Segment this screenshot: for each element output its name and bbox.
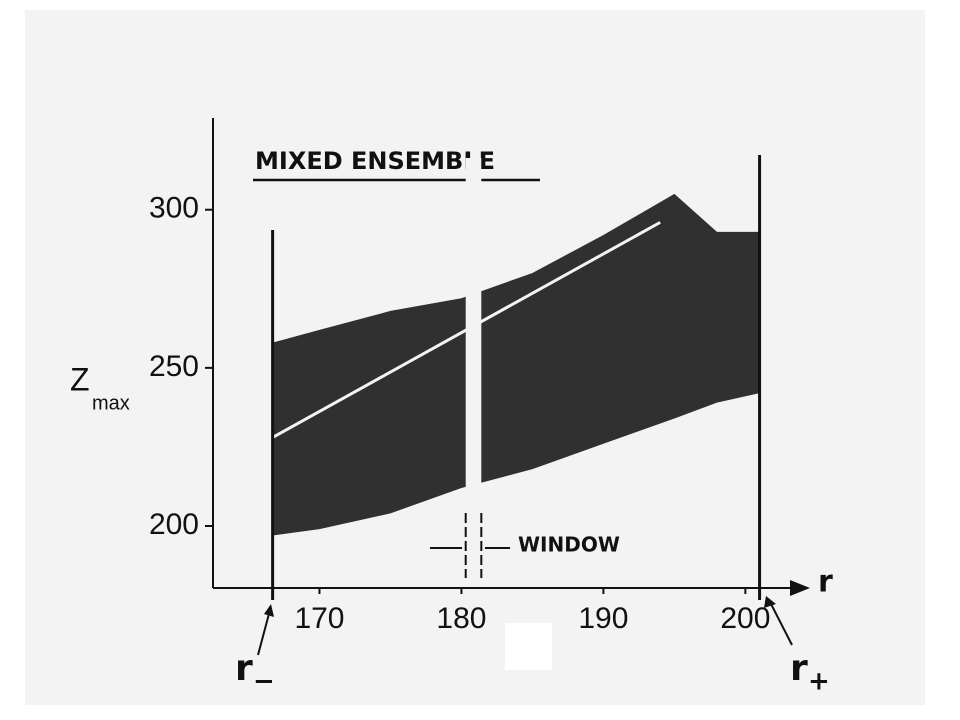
pointer (769, 601, 793, 646)
y-tick-label: 200 (149, 508, 199, 541)
r-label-sub: − (253, 667, 275, 697)
x-tick-label: 190 (578, 602, 628, 635)
r-label-sub: + (808, 667, 830, 697)
r-label: r (235, 648, 253, 689)
window-gap (465, 158, 482, 508)
x-tick-label: 170 (294, 602, 344, 635)
pointer-head (764, 596, 776, 608)
x-tick-label: 200 (720, 602, 770, 635)
ensemble-band (272, 193, 760, 536)
x-axis-arrow (790, 580, 810, 596)
r-label: r (790, 648, 808, 689)
x-tick-label: 180 (436, 602, 486, 635)
y-tick-label: 300 (149, 192, 199, 225)
pointer-head (264, 604, 274, 617)
window-label: WINDOW (518, 533, 620, 557)
y-tick-label: 250 (149, 350, 199, 383)
pointer (257, 609, 271, 656)
ridge-line (271, 221, 661, 439)
x-axis-label: r (818, 565, 833, 600)
chart-title: MIXED ENSEMBLE (255, 147, 495, 175)
blank-box (505, 623, 552, 670)
y-axis-label-sub: max (92, 392, 130, 414)
y-axis-label: Z (70, 361, 90, 397)
